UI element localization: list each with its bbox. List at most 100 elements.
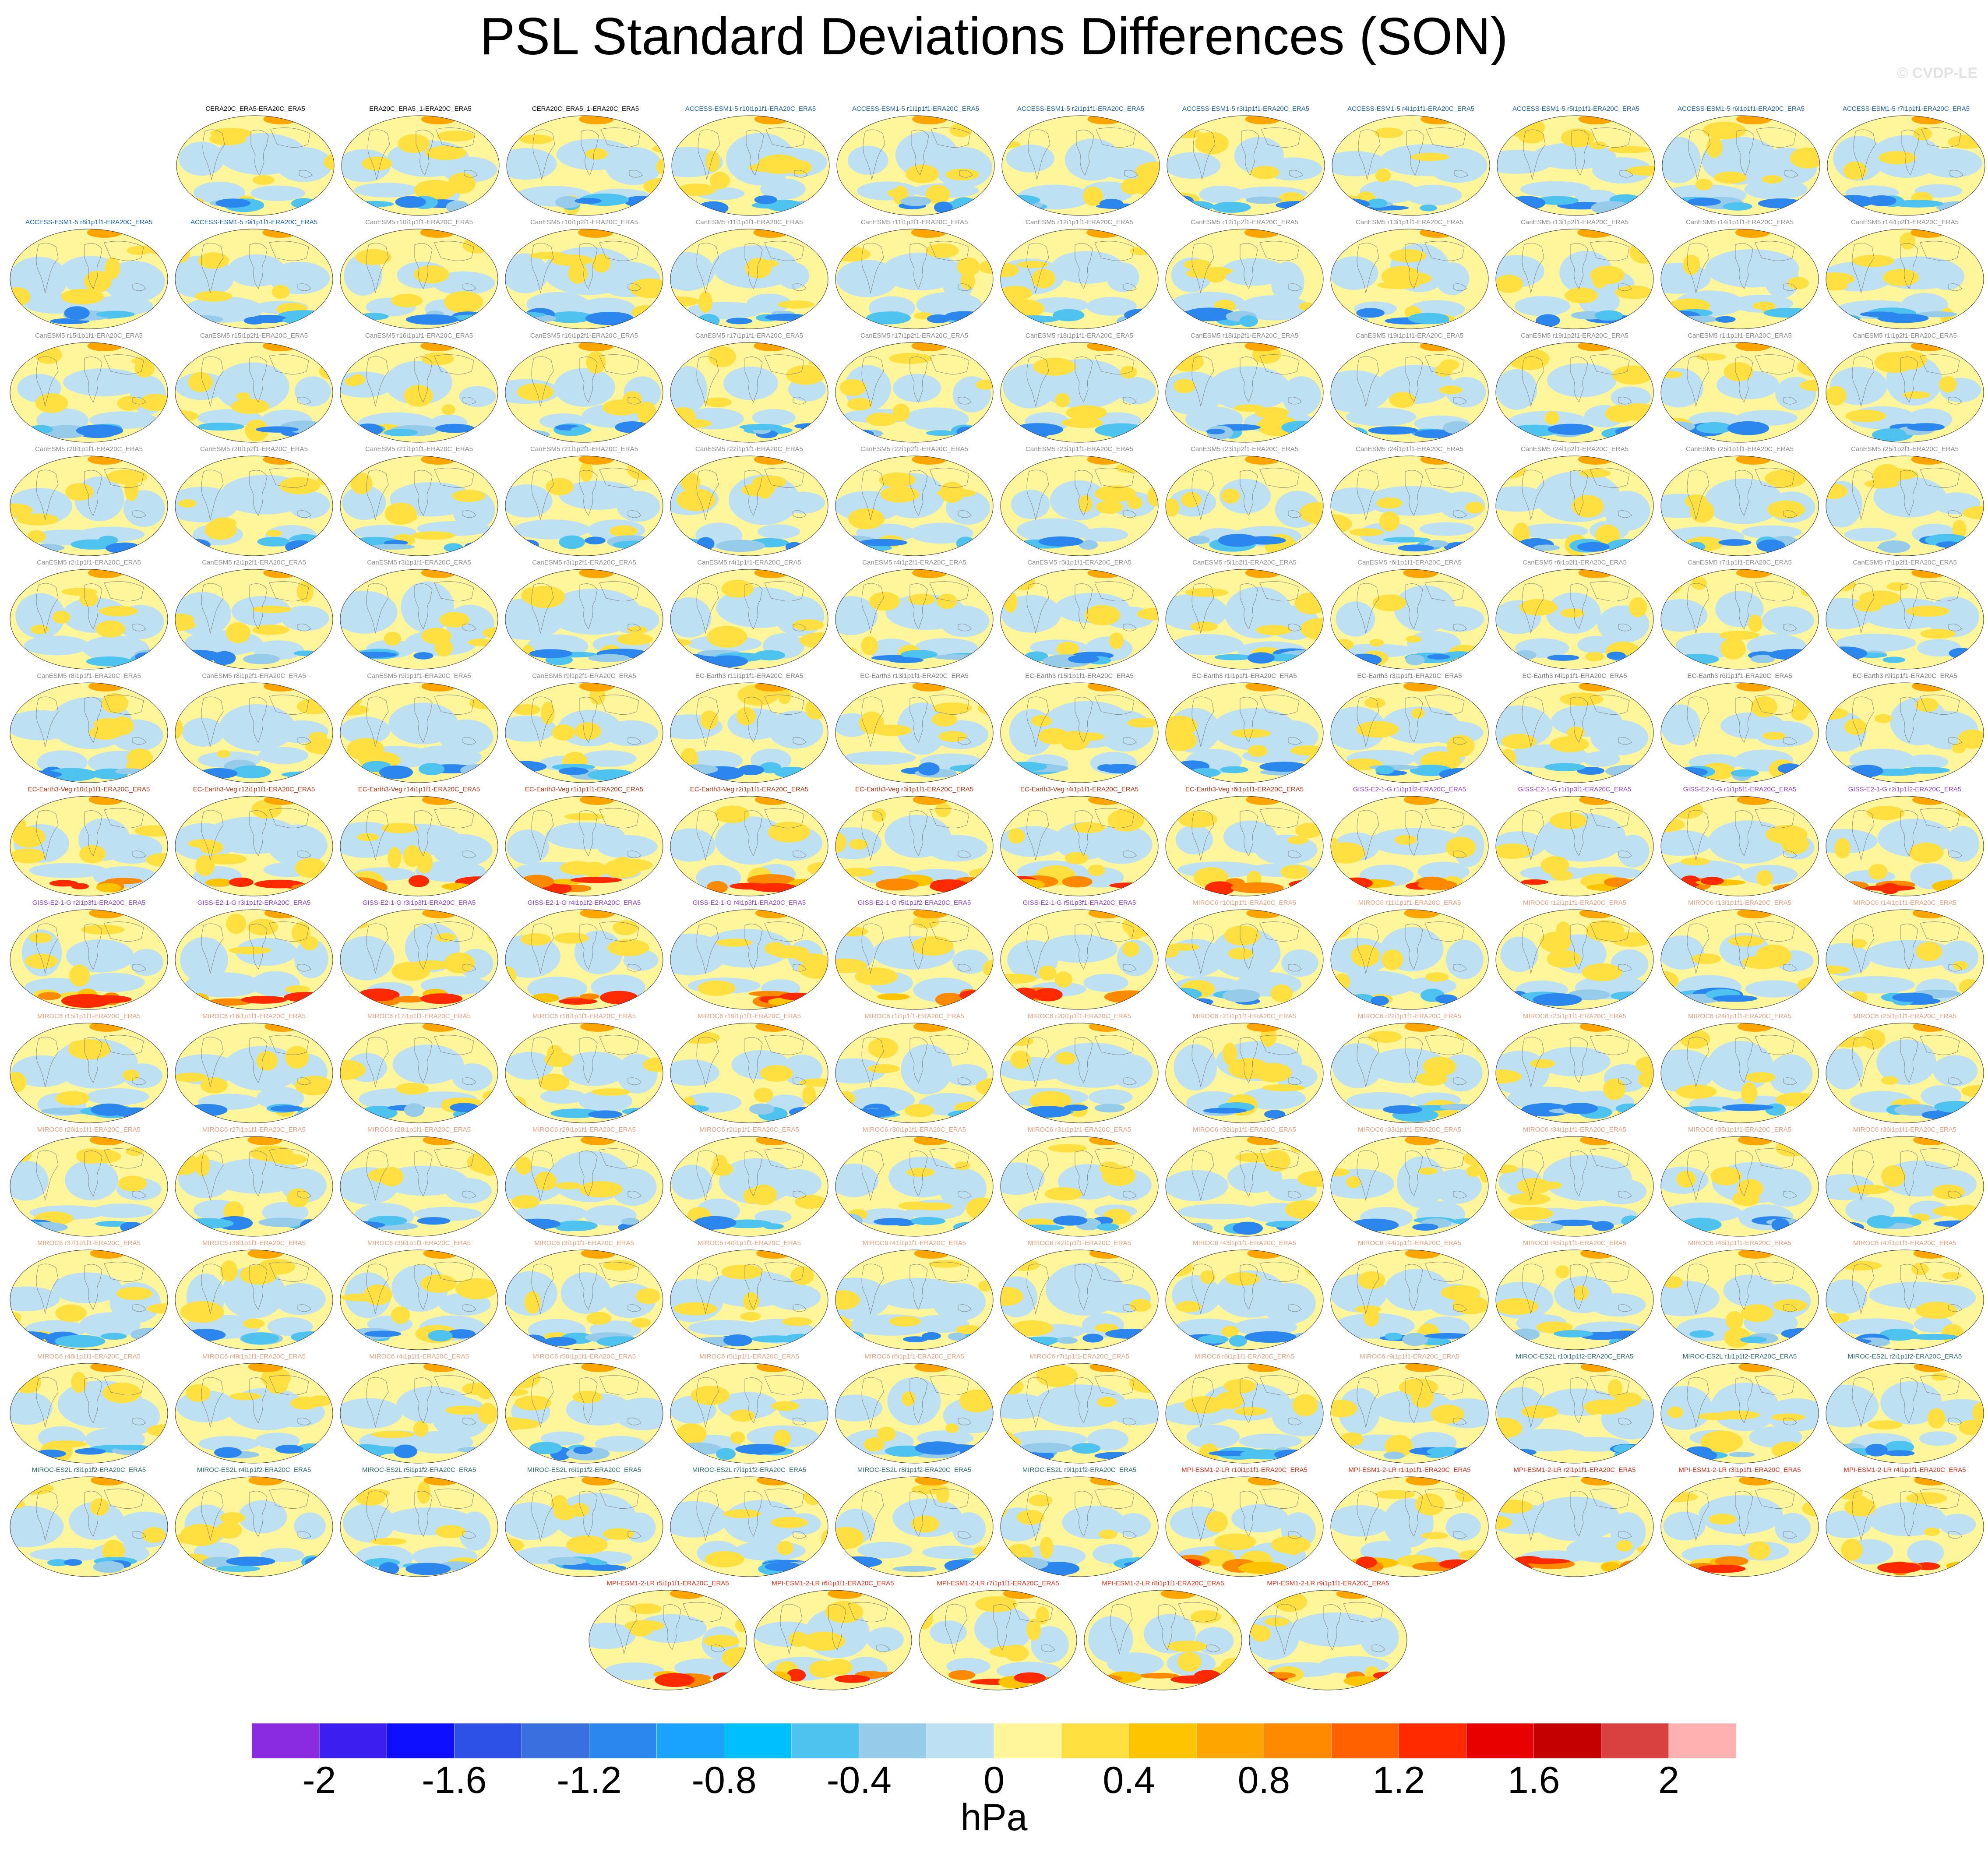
colorbar-tick-label: -1.2 — [557, 1759, 622, 1801]
robinson-map — [340, 1476, 498, 1577]
map-panel-title: MIROC-ES2L r1i1p1f2-ERA20C_ERA5 — [1682, 1353, 1797, 1360]
map-panel: CanESM5 r18i1p2f1-ERA20C_ERA5 — [1163, 332, 1325, 445]
map-panel-title: CanESM5 r24i1p2f1-ERA20C_ERA5 — [1521, 445, 1628, 453]
map-panel-title: CanESM5 r13i1p1f1-ERA20C_ERA5 — [1356, 219, 1463, 226]
robinson-map — [505, 229, 663, 329]
map-panel-title: MIROC6 r19i1p1f1-ERA20C_ERA5 — [698, 1013, 801, 1020]
robinson-map — [1826, 569, 1984, 670]
map-panel: CanESM5 r1i1p2f1-ERA20C_ERA5 — [1824, 332, 1986, 445]
map-panel: MIROC6 r5i1p1f1-ERA20C_ERA5 — [668, 1353, 830, 1466]
robinson-map — [670, 1249, 828, 1350]
map-panel-title: CanESM5 r16i1p2f1-ERA20C_ERA5 — [530, 332, 638, 339]
map-panel: MIROC6 r6i1p1f1-ERA20C_ERA5 — [833, 1353, 995, 1466]
robinson-map — [1165, 569, 1324, 670]
map-panel: MIROC6 r49i1p1f1-ERA20C_ERA5 — [173, 1353, 335, 1466]
robinson-map — [835, 909, 994, 1010]
map-panel: CanESM5 r21i1p2f1-ERA20C_ERA5 — [503, 445, 665, 558]
colorbar-swatch — [251, 1723, 320, 1759]
map-panel: MIROC6 r12i1p1f1-ERA20C_ERA5 — [1494, 899, 1656, 1012]
map-panel: MIROC6 r42i1p1f1-ERA20C_ERA5 — [998, 1239, 1160, 1352]
robinson-map — [1660, 1023, 1819, 1123]
map-panel: CanESM5 r16i1p2f1-ERA20C_ERA5 — [503, 332, 665, 445]
robinson-map — [175, 1023, 333, 1123]
robinson-map — [1495, 1249, 1654, 1350]
map-panel: CanESM5 r15i1p1f1-ERA20C_ERA5 — [8, 332, 170, 445]
robinson-map — [1165, 1476, 1324, 1577]
colorbar-tick-label: -0.8 — [691, 1759, 757, 1801]
map-panel-title: CanESM5 r25i1p1f1-ERA20C_ERA5 — [1686, 445, 1794, 453]
map-panel: ACCESS-ESM1-5 r6i1p1f1-ERA20C_ERA5 — [1660, 105, 1822, 218]
map-panel-title: CanESM5 r14i1p1f1-ERA20C_ERA5 — [1686, 219, 1794, 226]
robinson-map — [10, 682, 168, 783]
map-panel: CanESM5 r12i1p2f1-ERA20C_ERA5 — [1163, 219, 1325, 332]
map-panel-title: CanESM5 r12i1p2f1-ERA20C_ERA5 — [1191, 219, 1298, 226]
robinson-map — [835, 1249, 994, 1350]
colorbar-swatch — [1331, 1723, 1399, 1759]
map-panel: MIROC6 r37i1p1f1-ERA20C_ERA5 — [8, 1239, 170, 1352]
map-panel-title: MIROC6 r47i1p1f1-ERA20C_ERA5 — [1853, 1239, 1956, 1247]
colorbar-swatch — [522, 1723, 589, 1759]
robinson-map — [1165, 1249, 1324, 1350]
map-panel-title: MIROC6 r49i1p1f1-ERA20C_ERA5 — [202, 1353, 306, 1360]
credit-watermark: © CVDP-LE — [1897, 65, 1977, 81]
map-panel: EC-Earth3-Veg r6i1p1f1-ERA20C_ERA5 — [1163, 786, 1325, 899]
map-panel: MIROC-ES2L r2i1p1f2-ERA20C_ERA5 — [1824, 1353, 1986, 1466]
robinson-map — [1826, 342, 1984, 443]
colorbar-tick-label: 0.4 — [1103, 1759, 1155, 1801]
map-panel-title: MIROC-ES2L r2i1p1f2-ERA20C_ERA5 — [1847, 1353, 1962, 1360]
robinson-map — [1330, 909, 1489, 1010]
map-panel-title: CanESM5 r23i1p2f1-ERA20C_ERA5 — [1191, 445, 1298, 453]
robinson-map — [1165, 1023, 1324, 1123]
map-panel: CanESM5 r22i1p2f1-ERA20C_ERA5 — [833, 445, 995, 558]
map-panel: EC-Earth3 r15i1p1f1-ERA20C_ERA5 — [998, 672, 1160, 785]
map-panel-title: CanESM5 r17i1p1f1-ERA20C_ERA5 — [695, 332, 803, 339]
map-panel: MPI-ESM1-2-LR r8i1p1f1-ERA20C_ERA5 — [1082, 1580, 1244, 1693]
robinson-map — [506, 115, 665, 216]
colorbar-tick-label: -1.6 — [422, 1759, 487, 1801]
map-panel-title: EC-Earth3-Veg r1i1p1f1-ERA20C_ERA5 — [525, 786, 644, 793]
map-panel-title: CERA20C_ERA5-ERA20C_ERA5 — [205, 105, 305, 113]
robinson-map — [1826, 455, 1984, 556]
map-panel-title: MIROC6 r28i1p1f1-ERA20C_ERA5 — [367, 1126, 471, 1133]
map-panel-title: MIROC-ES2L r7i1p1f2-ERA20C_ERA5 — [692, 1466, 807, 1474]
robinson-map — [340, 796, 498, 896]
map-panel-title: MIROC6 r1i1p1f1-ERA20C_ERA5 — [864, 1013, 964, 1020]
robinson-map — [10, 1249, 168, 1350]
robinson-map — [1660, 796, 1819, 896]
map-panel: EC-Earth3-Veg r4i1p1f1-ERA20C_ERA5 — [998, 786, 1160, 899]
map-panel: MIROC-ES2L r5i1p1f2-ERA20C_ERA5 — [338, 1466, 500, 1579]
map-panel-title: CanESM5 r14i1p2f1-ERA20C_ERA5 — [1851, 219, 1959, 226]
map-panel-title: MIROC6 r34i1p1f1-ERA20C_ERA5 — [1523, 1126, 1626, 1133]
map-panel: CanESM5 r4i1p1f1-ERA20C_ERA5 — [668, 559, 830, 672]
map-panel: CanESM5 r11i1p1f1-ERA20C_ERA5 — [668, 219, 830, 332]
map-panel: CanESM5 r2i1p2f1-ERA20C_ERA5 — [173, 559, 335, 672]
robinson-map — [505, 796, 663, 896]
map-panel-title: MIROC-ES2L r10i1p1f2-ERA20C_ERA5 — [1516, 1353, 1634, 1360]
robinson-map — [1332, 115, 1490, 216]
map-panel-title: MPI-ESM1-2-LR r7i1p1f1-ERA20C_ERA5 — [937, 1580, 1059, 1587]
robinson-map — [1660, 1136, 1819, 1237]
robinson-map — [505, 909, 663, 1010]
map-panel: MIROC6 r7i1p1f1-ERA20C_ERA5 — [998, 1353, 1160, 1466]
robinson-map — [1165, 342, 1324, 443]
map-panel-title: CanESM5 r25i1p2f1-ERA20C_ERA5 — [1851, 445, 1959, 453]
colorbar-swatch — [724, 1723, 792, 1759]
map-panel-title: GISS-E2-1-G r2i1p1f2-ERA20C_ERA5 — [1848, 786, 1962, 793]
map-panel-title: EC-Earth3 r15i1p1f1-ERA20C_ERA5 — [1025, 672, 1134, 680]
map-panel: MPI-ESM1-2-LR r5i1p1f1-ERA20C_ERA5 — [587, 1580, 749, 1693]
map-panel: CanESM5 r6i1p2f1-ERA20C_ERA5 — [1494, 559, 1656, 672]
map-panel-title: MIROC6 r41i1p1f1-ERA20C_ERA5 — [863, 1239, 966, 1247]
robinson-map — [836, 115, 995, 216]
map-panel-title: MIROC6 r7i1p1f1-ERA20C_ERA5 — [1029, 1353, 1129, 1360]
map-panel-title: ERA20C_ERA5_1-ERA20C_ERA5 — [369, 105, 472, 113]
robinson-map — [670, 1363, 828, 1464]
map-panel-title: MIROC6 r37i1p1f1-ERA20C_ERA5 — [37, 1239, 141, 1247]
map-panel: MIROC6 r18i1p1f1-ERA20C_ERA5 — [503, 1013, 665, 1126]
map-panel-title: ACCESS-ESM1-5 r8i1p1f1-ERA20C_ERA5 — [25, 219, 153, 226]
map-panel: EC-Earth3-Veg r3i1p1f1-ERA20C_ERA5 — [833, 786, 995, 899]
colorbar-tick-label: 1.6 — [1507, 1759, 1560, 1801]
map-panel: GISS-E2-1-G r2i1p3f1-ERA20C_ERA5 — [8, 899, 170, 1012]
map-panel-title: MIROC-ES2L r4i1p1f2-ERA20C_ERA5 — [197, 1466, 311, 1474]
map-panel: GISS-E2-1-G r5i1p3f1-ERA20C_ERA5 — [998, 899, 1160, 1012]
robinson-map — [1497, 115, 1655, 216]
